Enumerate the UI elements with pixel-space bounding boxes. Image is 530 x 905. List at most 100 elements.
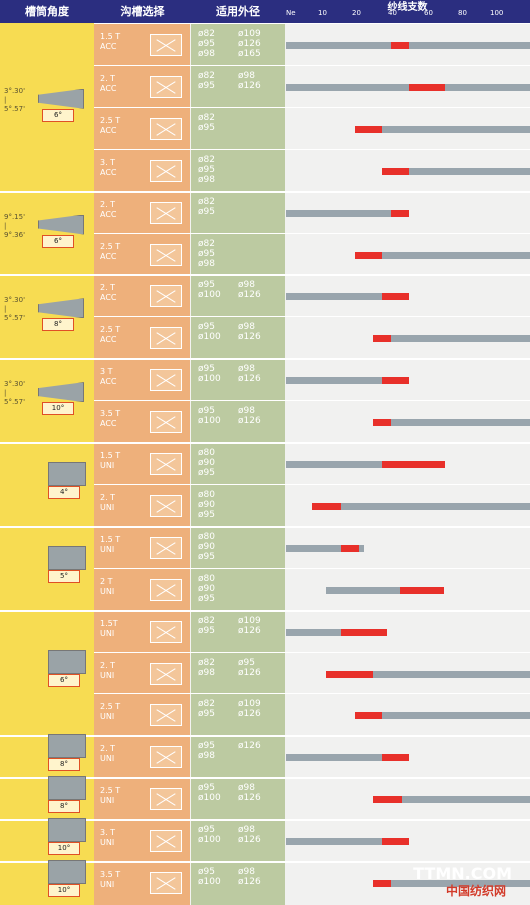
diameter-column <box>191 23 285 905</box>
recommended-range <box>399 586 445 594</box>
diameter-value: ø100 <box>198 332 221 343</box>
diameter-list: ø82 ø95 ø98 <box>198 155 278 185</box>
groove-pattern-icon <box>150 243 182 266</box>
diameter-value: ø95 <box>198 364 215 375</box>
angle-max: 5°.57' <box>4 104 26 113</box>
groove-type: ACC <box>100 377 117 387</box>
diameter-list: ø80 ø90 ø95 <box>198 490 278 520</box>
diameter-value: ø95 <box>198 122 215 133</box>
diameter-value: ø82 <box>198 699 215 710</box>
angle-range: 3°.30' | 5°.57' <box>4 296 26 323</box>
yarn-count-bar <box>286 754 409 762</box>
diameter-value: ø80 <box>198 448 215 458</box>
groove-pattern-icon <box>150 620 182 643</box>
row-divider <box>94 651 530 653</box>
groove-turns: 2.5 T <box>100 786 121 796</box>
yarn-count-bar <box>286 461 445 468</box>
diameter-value: ø126 <box>238 416 261 427</box>
groove-turns: 3. T <box>100 157 116 167</box>
groove-count: 3 T ACC <box>100 367 117 387</box>
angle-degree: 6° <box>42 108 74 122</box>
diameter-value: ø90 <box>198 583 215 594</box>
diameter-value: ø95 <box>198 551 215 562</box>
groove-count: 1.5 T UNI <box>100 535 120 555</box>
angle-range: 9°.15' | 9°.36' <box>4 212 26 239</box>
diameter-value: ø95 <box>198 825 215 836</box>
diameter-value: ø98 <box>198 667 215 678</box>
groove-turns: 2.5 T <box>100 115 121 125</box>
recommended-range <box>340 628 388 636</box>
diameter-value: ø165 <box>238 49 261 59</box>
yarn-count-bar <box>326 670 530 678</box>
row-divider <box>0 609 530 612</box>
diameter-value: ø82 <box>198 657 215 668</box>
groove-pattern-icon <box>150 285 182 308</box>
groove-turns: 2. T <box>100 660 116 670</box>
diameter-value: ø82 <box>198 29 215 39</box>
diameter-value: ø98 <box>238 867 255 877</box>
groove-count: 2. T ACC <box>100 74 117 94</box>
groove-turns: 3. T <box>100 828 116 838</box>
diameter-value: ø95 <box>198 509 215 520</box>
drum-shape-icon <box>48 545 86 570</box>
groove-pattern-icon <box>150 201 182 224</box>
row-divider <box>0 442 530 444</box>
groove-type: UNI <box>100 502 115 512</box>
row-divider <box>0 819 530 822</box>
yarn-count-bar <box>373 796 530 804</box>
groove-pattern-icon <box>150 704 182 727</box>
diameter-value: ø95 <box>198 625 215 636</box>
diameter-value: ø126 <box>238 741 261 752</box>
groove-pattern-icon <box>150 662 182 685</box>
groove-type: ACC <box>100 209 117 219</box>
groove-pattern-icon <box>150 536 182 559</box>
diameter-value: ø109 <box>238 615 261 626</box>
recommended-range <box>391 209 409 217</box>
groove-turns: 3 T <box>100 367 113 377</box>
diameter-value: ø82 <box>198 70 215 81</box>
recommended-range <box>382 461 445 468</box>
angle-min: 9°.15' <box>4 212 26 221</box>
groove-type: ACC <box>100 42 117 51</box>
diameter-value: ø82 <box>198 154 215 165</box>
scale-label: Ne <box>286 9 296 17</box>
row-divider <box>94 148 530 150</box>
angle-degree: 6° <box>42 234 74 248</box>
drum-shape-icon <box>48 650 86 675</box>
diameter-value: ø126 <box>238 80 261 91</box>
groove-type: UNI <box>100 838 115 848</box>
groove-count: 2.5 T ACC <box>100 325 120 345</box>
yarn-count-bar <box>355 712 530 720</box>
diameter-list: ø80 ø90 ø95 <box>198 448 278 478</box>
diameter-value: ø98 <box>198 174 215 185</box>
groove-count: 3.5 T ACC <box>100 409 120 429</box>
groove-type: ACC <box>100 83 117 93</box>
yarn-count-bar <box>286 377 409 385</box>
drum-shape-icon <box>48 776 86 801</box>
diameter-value: ø100 <box>198 290 221 301</box>
diameter-value: ø95 <box>238 657 255 668</box>
diameter-value: ø90 <box>198 541 215 552</box>
header-count: 纱线支数 <box>387 2 428 13</box>
yarn-count-bar <box>373 419 530 427</box>
recommended-range <box>373 419 391 427</box>
groove-type: UNI <box>100 712 115 722</box>
scale-label: 60 <box>424 9 433 17</box>
diameter-list: ø82 ø109 ø95 ø126 <box>198 616 278 636</box>
groove-pattern-icon <box>150 872 182 894</box>
groove-count: 2. T UNI <box>100 661 115 681</box>
diameter-list: ø82 ø95 ø98 ø126 <box>198 658 278 678</box>
diameter-value: ø82 <box>198 238 215 249</box>
yarn-count-bar <box>286 293 409 301</box>
diameter-list: ø82 ø95 ø98 <box>198 239 278 269</box>
yarn-count-bar <box>286 83 530 91</box>
groove-turns: 3.5 T <box>100 870 121 879</box>
groove-turns: 1.5 T <box>100 451 121 460</box>
groove-type: ACC <box>100 125 117 135</box>
groove-turns: 1.5T <box>100 618 118 628</box>
groove-turns: 2. T <box>100 199 116 209</box>
recommended-range <box>382 838 409 846</box>
groove-count: 2. T UNI <box>100 493 115 513</box>
diameter-value: ø98 <box>198 751 215 762</box>
groove-count: 3. T UNI <box>100 828 115 848</box>
